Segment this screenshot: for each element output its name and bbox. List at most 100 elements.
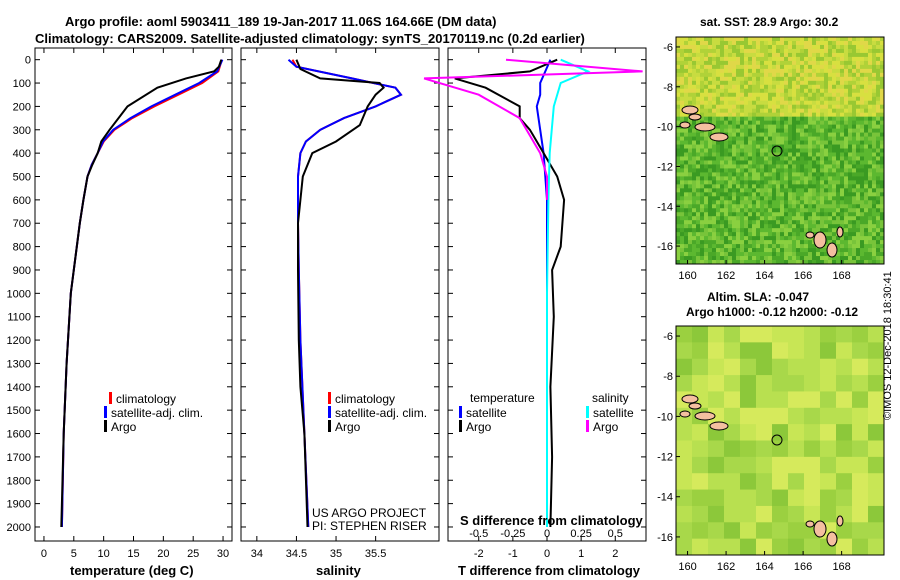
map-cell [720, 184, 725, 189]
map-cell [848, 220, 853, 225]
map-cell [792, 120, 797, 126]
map-cell [820, 144, 825, 149]
map-cell [876, 96, 881, 102]
map-cell [804, 256, 809, 261]
map-cell [692, 168, 697, 173]
map-cell [816, 216, 821, 221]
map-cell [832, 236, 837, 241]
map-cell [868, 152, 873, 157]
map-cell [728, 128, 733, 133]
map-cell [852, 440, 869, 458]
map-cell [840, 188, 845, 193]
map-cell [740, 228, 745, 233]
map-cell [688, 140, 693, 145]
map-cell [848, 112, 853, 118]
map-cell [736, 44, 741, 50]
map-cell [808, 104, 813, 110]
map-cell [716, 44, 721, 50]
map-cell [788, 208, 793, 213]
map-cell [716, 60, 721, 66]
map-cell [684, 172, 689, 177]
map-cell [776, 256, 781, 261]
map-cell [776, 200, 781, 205]
map-cell [708, 489, 725, 507]
figure-title-line1: Argo profile: aoml 5903411_189 19-Jan-20… [65, 14, 496, 29]
map-cell [840, 128, 845, 133]
map-cell [724, 192, 729, 197]
map-cell [804, 176, 809, 181]
map-cell [748, 168, 753, 173]
map-cell [836, 208, 841, 213]
map-cell [844, 232, 849, 237]
map-cell [864, 232, 869, 237]
y-tick-label: 2000 [7, 522, 31, 534]
y-tick-label: 1600 [7, 429, 31, 441]
map-cell [704, 112, 709, 118]
map-cell [820, 216, 825, 221]
y-tick-label: 500 [13, 172, 31, 184]
map-cell [728, 184, 733, 189]
map-cell [784, 208, 789, 213]
map-cell [820, 88, 825, 94]
x-tick-label: 10 [98, 548, 110, 560]
map-cell [728, 208, 733, 213]
map-cell [728, 204, 733, 209]
map-cell [848, 37, 853, 42]
map-cell [692, 244, 697, 249]
map-cell [736, 96, 741, 102]
map-cell [684, 252, 689, 257]
map-cell [868, 140, 873, 145]
map-cell [848, 244, 853, 249]
map-cell [872, 80, 877, 86]
map-cell [716, 252, 721, 257]
map-cell [864, 37, 869, 42]
map-cell [804, 196, 809, 201]
island [836, 226, 844, 238]
map-cell [836, 120, 841, 126]
map-cell [832, 156, 837, 161]
map-cell [844, 208, 849, 213]
map-cell [788, 184, 793, 189]
map-cell [868, 160, 873, 165]
map-cell [692, 132, 697, 137]
map-cell [824, 192, 829, 197]
map-cell [728, 84, 733, 90]
map-cell [788, 232, 793, 237]
map-cell [868, 407, 885, 425]
map-cell [772, 136, 777, 141]
map-cell [844, 92, 849, 98]
map-cell [720, 40, 725, 46]
map-cell [796, 244, 801, 249]
map-cell [744, 148, 749, 153]
map-cell [780, 100, 785, 106]
map-cell [788, 522, 805, 540]
map-cell [836, 40, 841, 46]
map-cell [776, 48, 781, 54]
map-cell [860, 96, 865, 102]
map-cell [828, 72, 833, 78]
map-cell [864, 216, 869, 221]
map-cell [688, 132, 693, 137]
map-cell [872, 180, 877, 185]
map-cell [804, 240, 809, 245]
map-cell [856, 236, 861, 241]
map-cell [728, 248, 733, 253]
map-cell [676, 256, 681, 261]
map-cell [768, 80, 773, 86]
map-cell [700, 204, 705, 209]
map-cell [708, 52, 713, 58]
map-cell [804, 80, 809, 86]
map-cell [752, 64, 757, 70]
map-cell [776, 37, 781, 42]
map-cell [824, 176, 829, 181]
map-cell [868, 68, 873, 74]
map-cell [852, 240, 857, 245]
map-cell [880, 100, 885, 106]
map-cell [820, 473, 837, 490]
map-cell [704, 180, 709, 185]
map-cell [692, 52, 697, 58]
map-cell [852, 212, 857, 217]
map-cell [852, 132, 857, 137]
map-cell [836, 180, 841, 185]
map-cell [680, 80, 685, 86]
